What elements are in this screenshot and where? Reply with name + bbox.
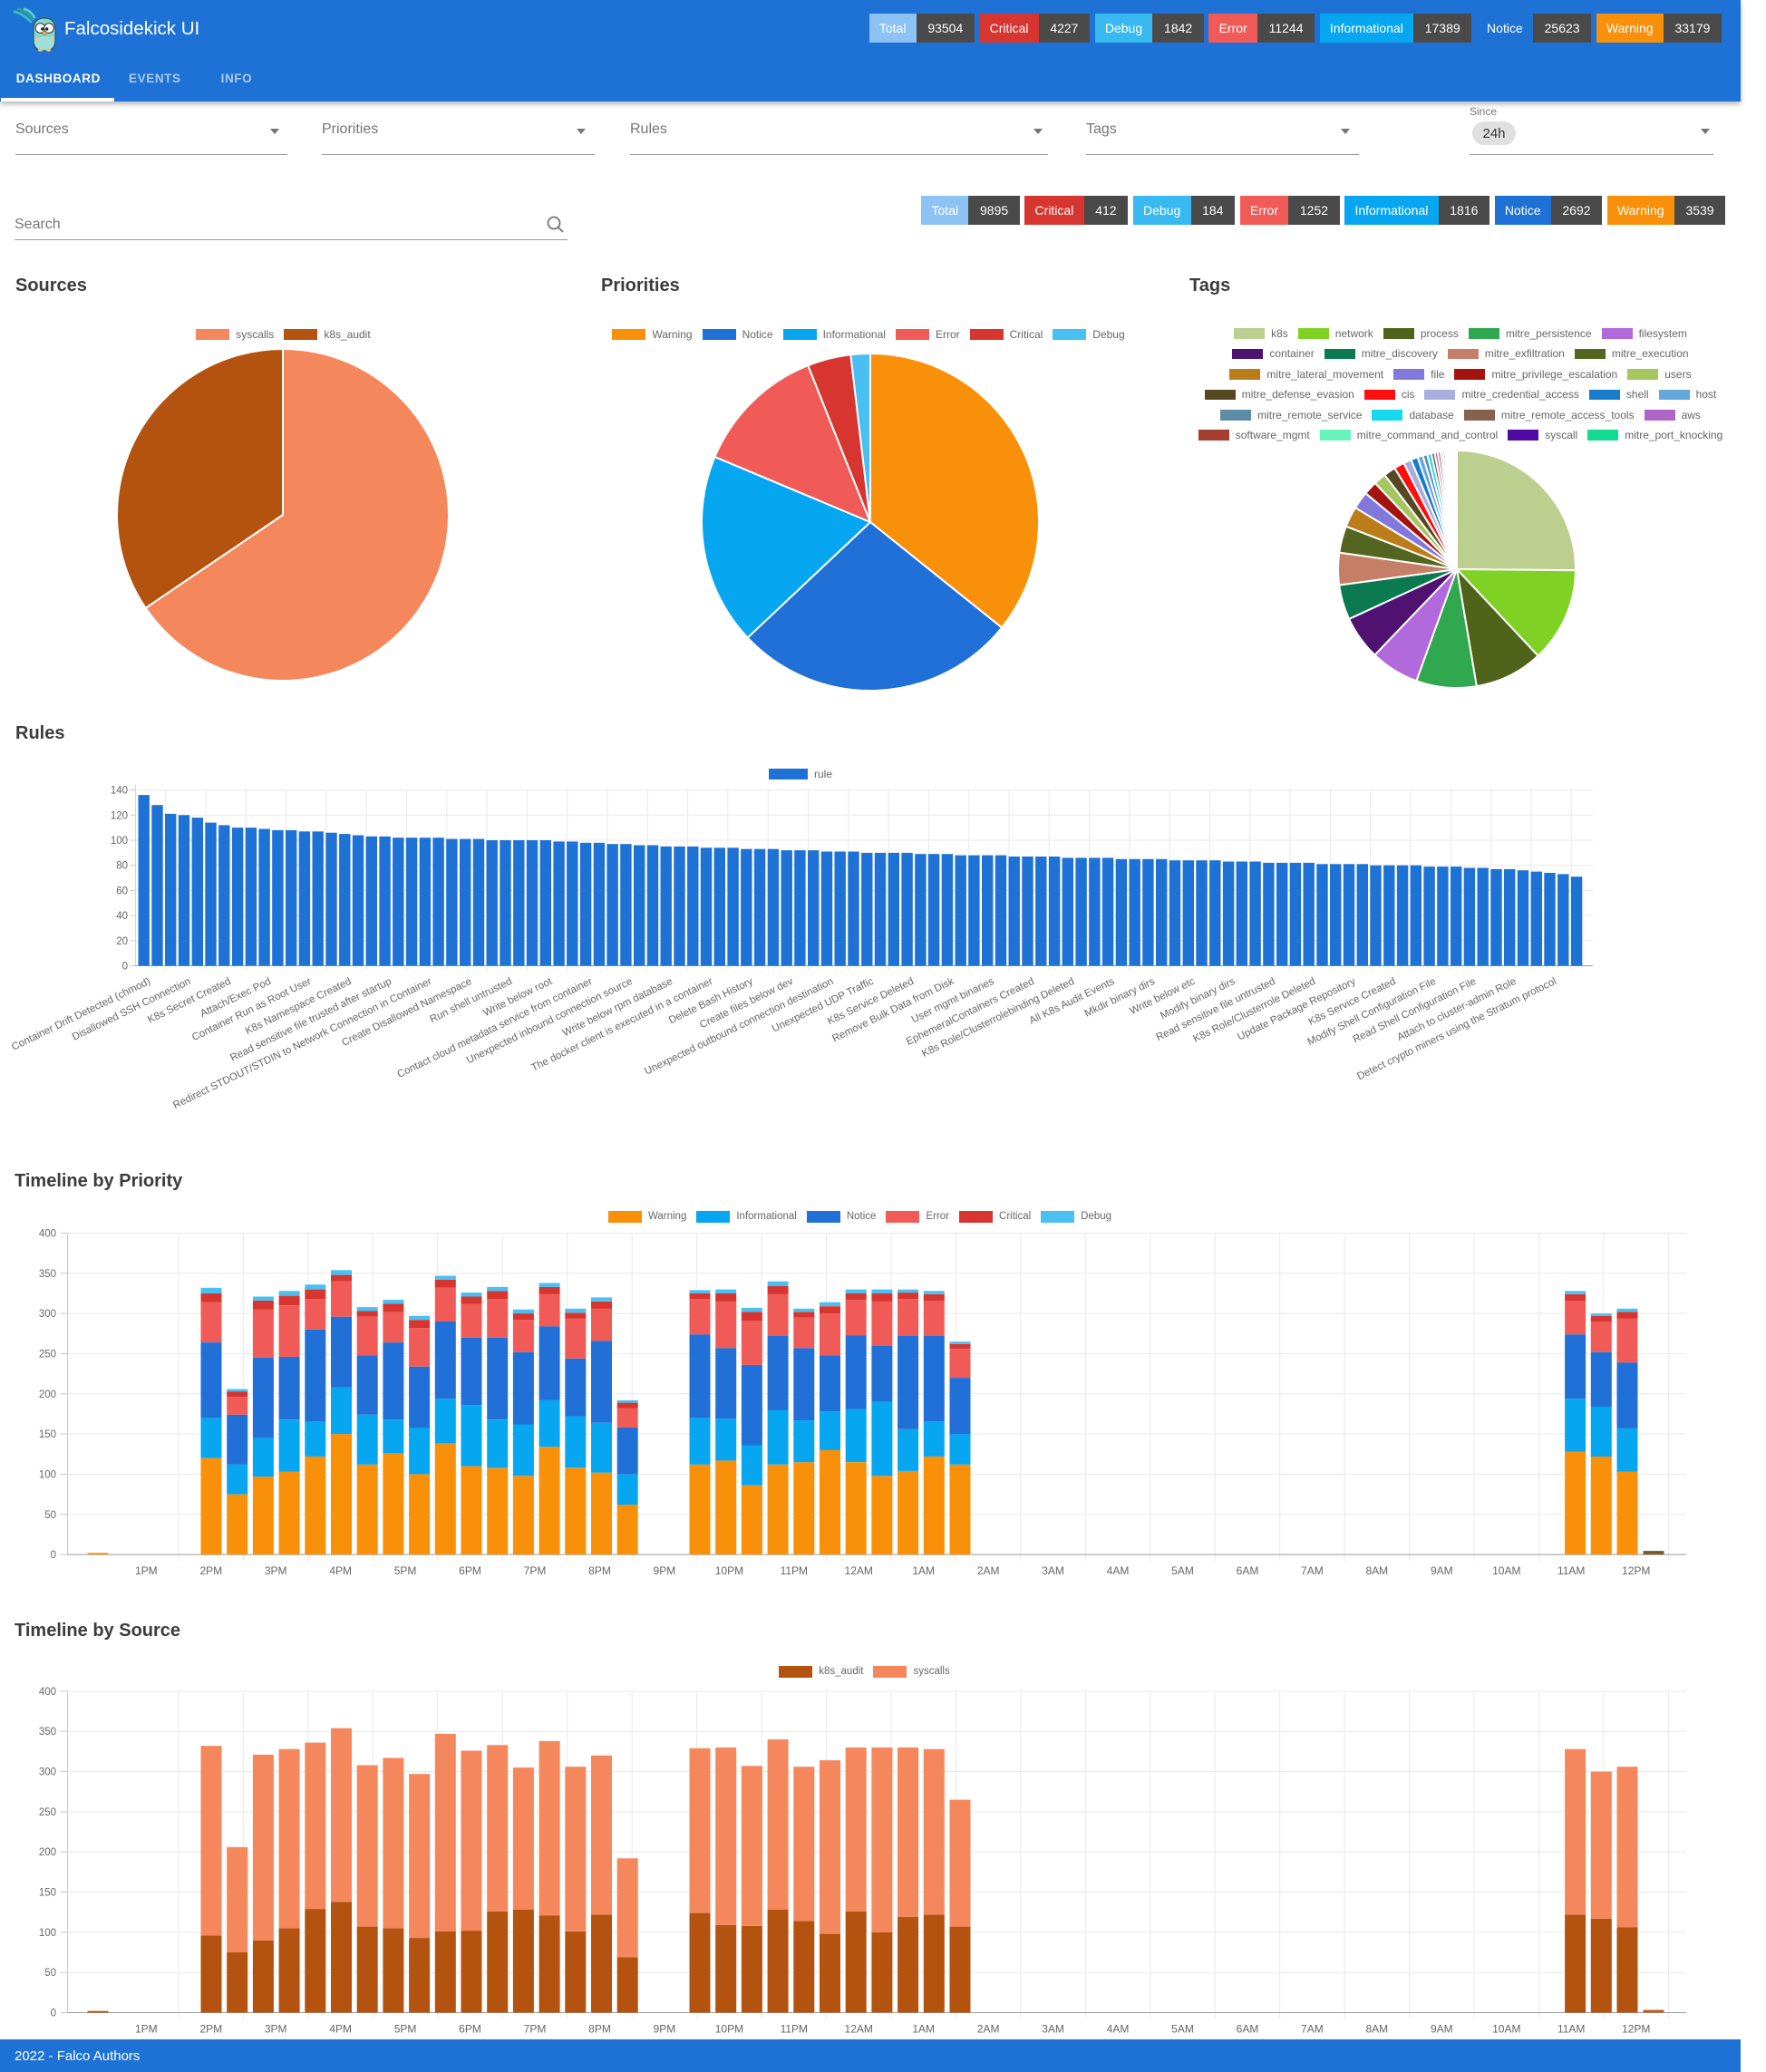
svg-text:8PM: 8PM: [588, 2023, 611, 2036]
svg-text:1AM: 1AM: [912, 1564, 935, 1577]
svg-text:12AM: 12AM: [845, 2023, 873, 2036]
svg-text:0: 0: [51, 2009, 56, 2019]
svg-text:300: 300: [39, 1767, 56, 1778]
svg-text:2PM: 2PM: [199, 2023, 222, 2036]
svg-text:50: 50: [44, 1968, 56, 1979]
svg-text:150: 150: [39, 1888, 56, 1899]
svg-text:12PM: 12PM: [1622, 1564, 1650, 1577]
svg-text:9PM: 9PM: [654, 2023, 676, 2036]
svg-text:300: 300: [39, 1309, 56, 1320]
svg-text:150: 150: [39, 1429, 56, 1440]
svg-text:8PM: 8PM: [588, 1564, 611, 1577]
svg-text:6PM: 6PM: [459, 1564, 481, 1577]
svg-text:10PM: 10PM: [715, 1564, 743, 1577]
svg-text:400: 400: [39, 1229, 56, 1240]
svg-text:60: 60: [116, 886, 128, 896]
svg-text:1PM: 1PM: [135, 2023, 158, 2036]
svg-text:3PM: 3PM: [265, 1564, 287, 1577]
svg-text:11AM: 11AM: [1557, 1564, 1585, 1577]
svg-text:5AM: 5AM: [1171, 2023, 1194, 2036]
svg-text:1PM: 1PM: [135, 1564, 158, 1577]
svg-text:5PM: 5PM: [394, 2023, 417, 2036]
svg-text:4AM: 4AM: [1107, 1564, 1130, 1577]
svg-text:5PM: 5PM: [394, 1564, 417, 1577]
svg-text:8AM: 8AM: [1365, 1564, 1388, 1577]
svg-text:40: 40: [116, 911, 128, 922]
svg-text:6AM: 6AM: [1237, 1564, 1259, 1577]
svg-text:4PM: 4PM: [329, 2023, 352, 2036]
svg-text:20: 20: [116, 936, 128, 947]
svg-text:3AM: 3AM: [1042, 2023, 1064, 2036]
svg-text:1AM: 1AM: [912, 2023, 935, 2036]
svg-text:0: 0: [51, 1550, 56, 1561]
svg-text:4AM: 4AM: [1107, 2023, 1130, 2036]
svg-text:350: 350: [39, 1727, 56, 1738]
svg-text:10AM: 10AM: [1492, 1564, 1520, 1577]
svg-text:6AM: 6AM: [1237, 2023, 1259, 2036]
svg-text:2PM: 2PM: [199, 1564, 222, 1577]
svg-text:11PM: 11PM: [781, 2023, 808, 2036]
svg-text:100: 100: [39, 1469, 56, 1480]
svg-text:9AM: 9AM: [1431, 1564, 1453, 1577]
svg-text:400: 400: [39, 1687, 56, 1698]
svg-text:12PM: 12PM: [1622, 2023, 1650, 2036]
svg-text:7PM: 7PM: [524, 2023, 547, 2036]
svg-text:3AM: 3AM: [1042, 1564, 1064, 1577]
svg-text:2AM: 2AM: [977, 2023, 1000, 2036]
svg-text:7AM: 7AM: [1301, 1564, 1324, 1577]
svg-text:250: 250: [39, 1350, 56, 1360]
svg-text:10AM: 10AM: [1492, 2023, 1520, 2036]
svg-text:50: 50: [44, 1510, 56, 1521]
svg-text:350: 350: [39, 1269, 56, 1280]
svg-text:120: 120: [111, 810, 128, 821]
svg-text:11PM: 11PM: [781, 1564, 808, 1577]
svg-text:10PM: 10PM: [715, 2023, 743, 2036]
svg-text:200: 200: [39, 1389, 56, 1400]
svg-text:0: 0: [122, 962, 128, 973]
svg-text:140: 140: [111, 786, 128, 797]
svg-text:2AM: 2AM: [977, 1564, 1000, 1577]
svg-text:250: 250: [39, 1807, 56, 1818]
svg-text:7PM: 7PM: [524, 1564, 547, 1577]
svg-text:100: 100: [111, 836, 128, 847]
svg-text:3PM: 3PM: [265, 2023, 287, 2036]
svg-text:6PM: 6PM: [459, 2023, 481, 2036]
svg-text:9AM: 9AM: [1431, 2023, 1453, 2036]
svg-text:100: 100: [39, 1928, 56, 1939]
svg-text:12AM: 12AM: [845, 1564, 873, 1577]
svg-text:5AM: 5AM: [1171, 1564, 1194, 1577]
svg-text:9PM: 9PM: [654, 1564, 676, 1577]
svg-text:8AM: 8AM: [1365, 2023, 1388, 2036]
svg-text:4PM: 4PM: [329, 1564, 352, 1577]
svg-text:200: 200: [39, 1847, 56, 1858]
svg-text:11AM: 11AM: [1557, 2023, 1585, 2036]
svg-text:7AM: 7AM: [1301, 2023, 1324, 2036]
svg-text:80: 80: [116, 861, 128, 872]
